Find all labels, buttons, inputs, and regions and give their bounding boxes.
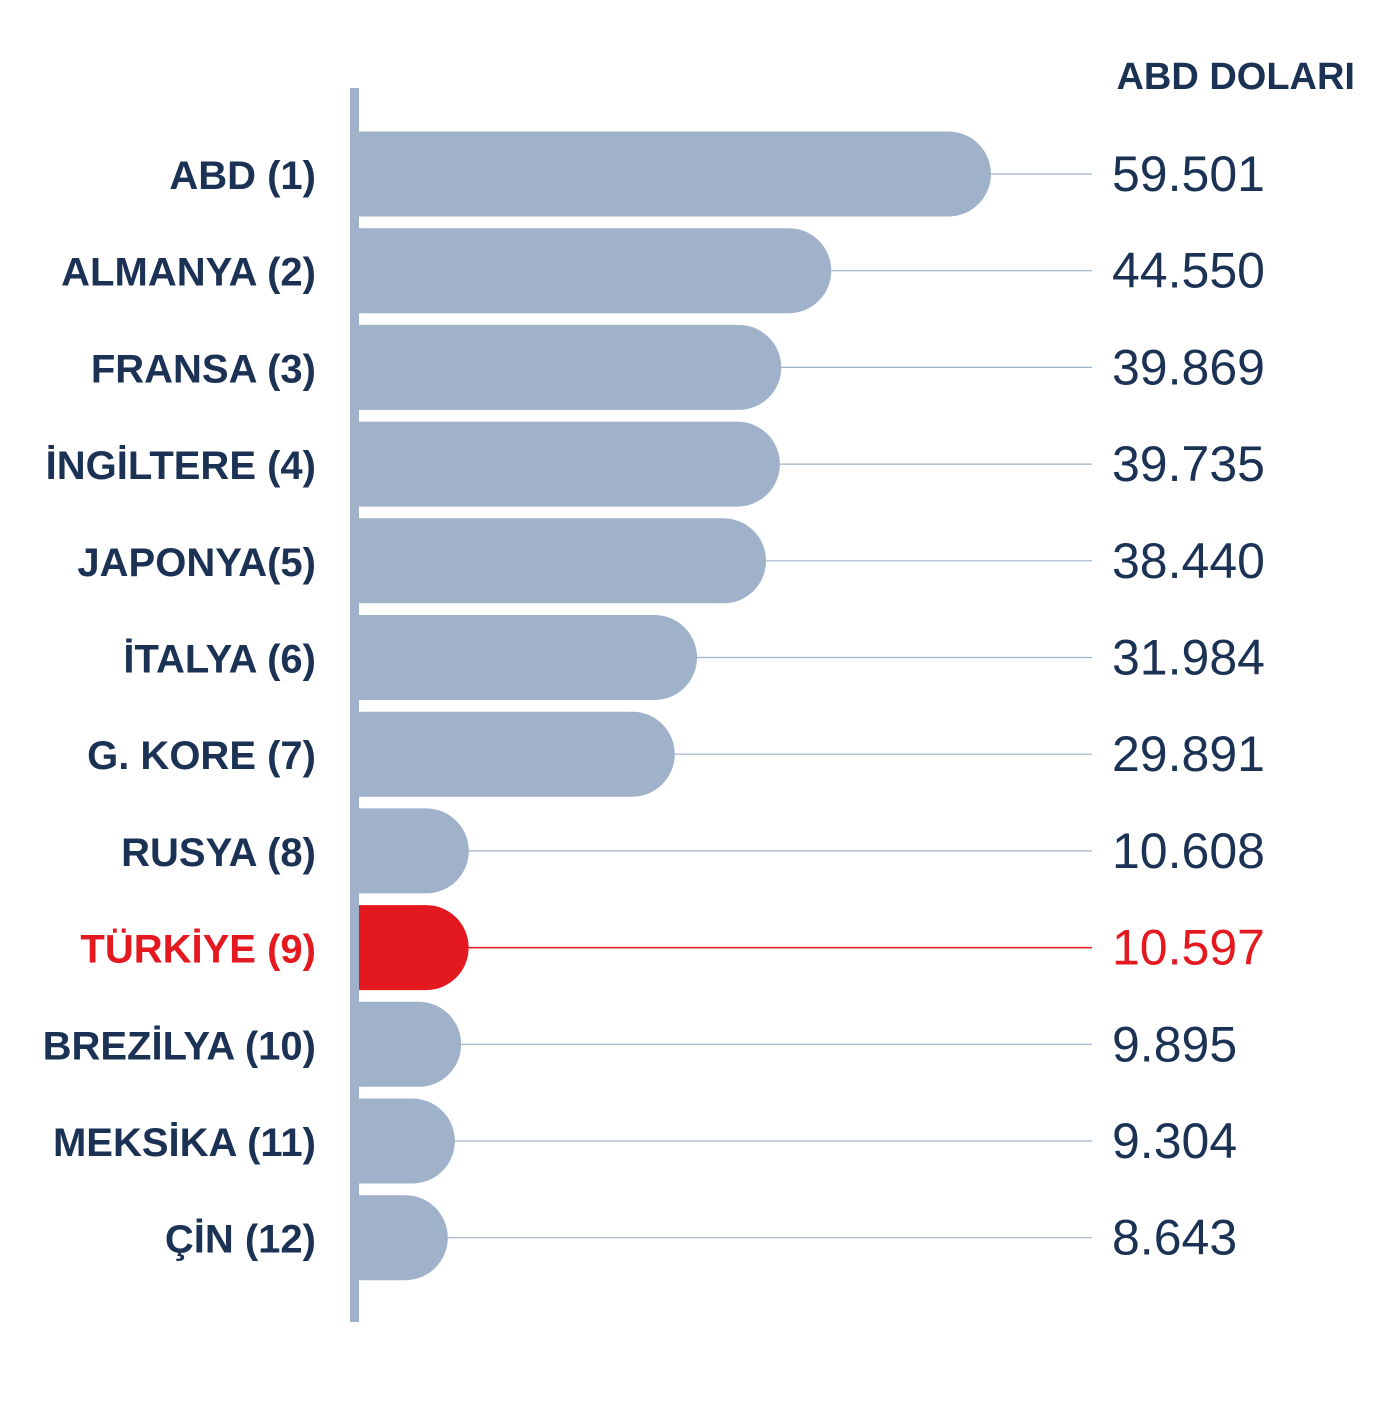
- bar: [355, 808, 469, 894]
- bar-row: ALMANYA (2) 44.550: [61, 228, 1265, 314]
- category-label: ALMANYA (2): [61, 251, 316, 295]
- category-label: MEKSİKA (11): [53, 1121, 316, 1165]
- bar-row: ÇİN (12) 8.643: [165, 1195, 1237, 1281]
- bar-row: BREZİLYA (10) 9.895: [43, 1001, 1237, 1087]
- bar: [355, 324, 782, 410]
- category-label: FRANSA (3): [91, 347, 316, 391]
- bar-row: ABD (1) 59.501: [169, 131, 1265, 217]
- bar: [355, 518, 767, 604]
- bar: [355, 131, 991, 217]
- bar: [355, 615, 698, 700]
- category-label: JAPONYA(5): [77, 541, 316, 585]
- category-label: İNGİLTERE (4): [46, 444, 316, 488]
- value-label: 10.597: [1112, 920, 1265, 976]
- bar-row: MEKSİKA (11) 9.304: [53, 1098, 1237, 1184]
- bar-row: JAPONYA(5) 38.440: [77, 518, 1265, 604]
- bar-row: G. KORE (7) 29.891: [87, 711, 1265, 797]
- bar: [355, 228, 832, 314]
- category-label: RUSYA (8): [121, 831, 316, 875]
- value-label: 31.984: [1112, 630, 1265, 686]
- bar-highlight: [355, 905, 469, 991]
- value-label: 59.501: [1112, 146, 1265, 202]
- value-label: 9.304: [1112, 1113, 1237, 1169]
- category-label: BREZİLYA (10): [43, 1024, 316, 1068]
- value-label: 29.891: [1112, 726, 1265, 782]
- category-label: TÜRKİYE (9): [80, 927, 316, 972]
- bar-row: FRANSA (3) 39.869: [91, 324, 1265, 410]
- category-label: ÇİN (12): [165, 1218, 316, 1262]
- unit-label: ABD DOLARI: [1116, 56, 1355, 98]
- bar-row: İTALYA (6) 31.984: [123, 615, 1265, 700]
- value-label: 44.550: [1112, 243, 1265, 299]
- bar-row: TÜRKİYE (9) 10.597: [80, 905, 1265, 991]
- value-label: 8.643: [1112, 1210, 1237, 1266]
- bar: [355, 1098, 455, 1184]
- value-label: 10.608: [1112, 823, 1265, 879]
- bar: [355, 1001, 462, 1087]
- value-label: 39.869: [1112, 339, 1265, 395]
- category-label: İTALYA (6): [123, 638, 316, 682]
- category-axis: [350, 88, 359, 1322]
- bar: [355, 421, 780, 507]
- category-label: G. KORE (7): [87, 734, 316, 778]
- bar-row: İNGİLTERE (4) 39.735: [46, 421, 1265, 507]
- bar: [355, 711, 675, 797]
- bar-row: RUSYA (8) 10.608: [121, 808, 1265, 894]
- category-label: ABD (1): [169, 154, 316, 198]
- value-label: 9.895: [1112, 1016, 1237, 1072]
- value-label: 38.440: [1112, 533, 1265, 589]
- value-label: 39.735: [1112, 436, 1265, 492]
- bar: [355, 1195, 448, 1281]
